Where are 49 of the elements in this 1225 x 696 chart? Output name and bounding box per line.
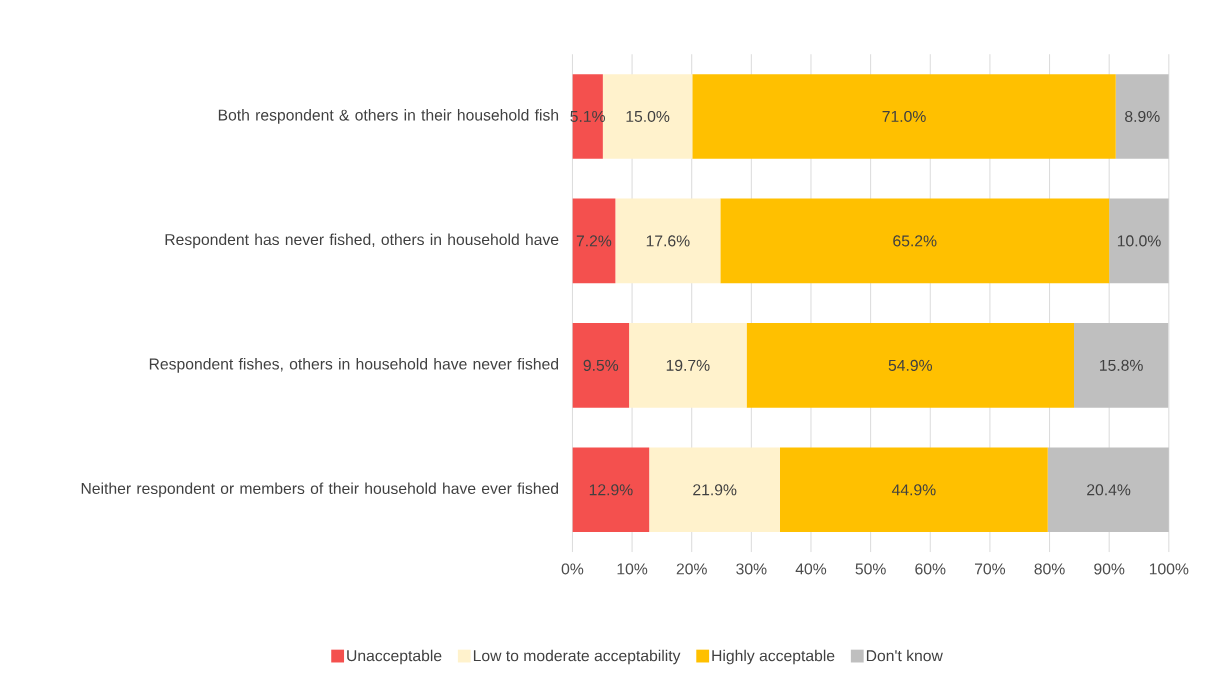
data-label: 19.7% [666,359,710,371]
data-label: 15.0% [626,110,670,123]
bar [1115,74,1169,159]
bar [572,447,650,533]
data-label: 44.9% [891,484,936,496]
x-tick-label: 90% [1094,563,1125,575]
legend-label: Don't know [866,649,943,662]
x-tick-label: 20% [676,563,707,575]
bar [1109,198,1169,284]
bar [746,323,1074,408]
data-label: 7.2% [576,235,612,247]
bar [1047,447,1169,533]
data-label: 12.9% [589,484,633,496]
bar [572,198,616,284]
y-tick-label: Neither respondent or members of their household have ever fished [81,482,559,498]
bar [572,74,603,159]
data-label: 9.5% [583,359,619,371]
data-label: 20.4% [1087,484,1131,496]
x-tick-label: 60% [915,563,946,575]
data-label: 54.9% [888,359,933,371]
x-tick-label: 70% [974,563,1006,575]
data-label: 71.0% [882,110,926,123]
legend-label: Highly acceptable [712,649,835,665]
bar [615,198,721,284]
y-tick-label: Respondent fishes, others in household have never fished [149,358,559,373]
data-label: 8.9% [1125,110,1160,123]
y-tick-label: Respondent has never fished, others in household have [165,233,559,249]
x-tick-label: 10% [617,563,648,575]
y-tick-label: Both respondent & others in their household fish [218,109,559,124]
data-label: 21.9% [693,484,737,496]
x-tick-label: 0% [561,563,584,575]
x-tick-label: 100% [1149,563,1189,575]
x-tick-label: 30% [736,563,767,575]
data-label: 10.0% [1117,235,1161,247]
legend-label: Low to moderate acceptability [473,649,681,665]
bar [692,74,1116,159]
bar [779,447,1048,533]
bar [572,323,630,408]
bar [720,198,1110,284]
data-label: 65.2% [893,235,937,247]
legend-label: Unacceptable [347,649,442,665]
data-label: 17.6% [646,235,690,247]
x-tick-label: 50% [855,563,886,575]
x-tick-label: 40% [795,563,827,575]
x-tick-label: 80% [1034,563,1065,575]
bar [1074,323,1169,408]
bar [629,323,747,408]
data-label: 15.8% [1100,359,1143,371]
bar [649,447,780,533]
